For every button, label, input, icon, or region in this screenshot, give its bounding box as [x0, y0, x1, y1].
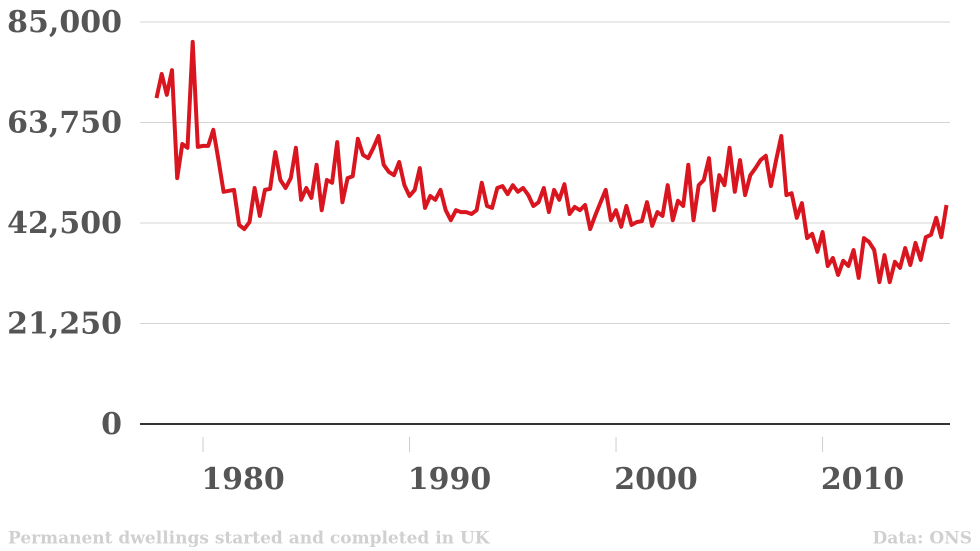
y-tick-label: 42,500 [7, 206, 122, 241]
y-tick-label: 21,250 [7, 307, 122, 342]
y-tick-label: 85,000 [7, 5, 122, 40]
y-tick-label: 63,750 [7, 106, 122, 141]
y-tick-label: 0 [101, 407, 122, 442]
x-tick-label: 1980 [201, 462, 285, 497]
x-tick-label: 2010 [821, 462, 905, 497]
x-tick-label: 1990 [408, 462, 492, 497]
footer: Permanent dwellings started and complete… [8, 529, 491, 549]
line [154, 39, 949, 285]
x-tick-label: 2000 [614, 462, 698, 497]
source: Data: ONS [873, 529, 972, 549]
